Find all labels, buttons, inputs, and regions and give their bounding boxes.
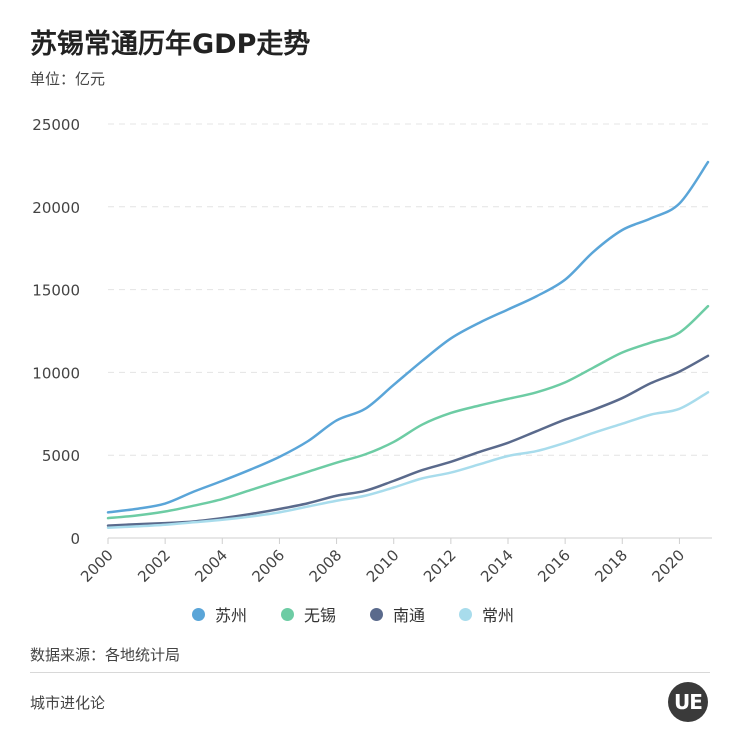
legend-item[interactable]: 无锡 bbox=[280, 602, 336, 626]
legend-marker bbox=[191, 607, 205, 621]
series-line-常州 bbox=[106, 391, 710, 529]
series-line-无锡 bbox=[106, 304, 710, 520]
footer-divider bbox=[30, 672, 710, 673]
x-tick-label: 2012 bbox=[420, 546, 460, 586]
x-tick-label: 2000 bbox=[77, 546, 117, 586]
ue-logo: UE bbox=[668, 682, 708, 722]
x-tick-label: 2004 bbox=[191, 546, 231, 586]
legend-label: 常州 bbox=[482, 606, 515, 625]
brand-name: 城市进化论 bbox=[30, 694, 106, 712]
legend-label: 苏州 bbox=[214, 606, 247, 625]
y-tick-label: 5000 bbox=[42, 447, 80, 465]
legend-label: 南通 bbox=[393, 606, 426, 625]
chart-title: 苏锡常通历年GDP走势 bbox=[30, 29, 311, 60]
unit-label: 单位：亿元 bbox=[30, 70, 106, 88]
x-tick-label: 2016 bbox=[534, 546, 574, 586]
x-tick-label: 2010 bbox=[363, 546, 403, 586]
x-tick-label: 2018 bbox=[591, 546, 631, 586]
y-tick-label: 0 bbox=[70, 530, 80, 548]
y-tick-label: 10000 bbox=[32, 364, 80, 382]
x-tick-label: 2020 bbox=[649, 546, 689, 586]
x-tick-label: 2006 bbox=[249, 546, 289, 586]
x-tick-label: 2014 bbox=[477, 546, 517, 586]
legend-marker bbox=[370, 607, 383, 621]
y-tick-label: 20000 bbox=[32, 199, 80, 217]
series-line-南通 bbox=[106, 354, 710, 527]
legend-marker bbox=[459, 607, 473, 621]
x-tick-label: 2002 bbox=[134, 546, 174, 586]
legend-item[interactable]: 苏州 bbox=[191, 602, 247, 626]
legend-item[interactable]: 南通 bbox=[370, 602, 425, 626]
legend: 苏州 无锡 南通 常州 bbox=[0, 602, 740, 626]
legend-label: 无锡 bbox=[303, 606, 336, 625]
series-line-苏州 bbox=[106, 160, 710, 514]
data-source: 数据来源：各地统计局 bbox=[30, 646, 181, 664]
y-tick-label: 15000 bbox=[32, 282, 80, 300]
x-tick-label: 2008 bbox=[306, 546, 346, 586]
legend-item[interactable]: 常州 bbox=[459, 602, 514, 626]
line-chart: 0 5000 10000 15000 20000 25000 2000 2002 2004 20… bbox=[32, 116, 712, 586]
y-tick-label: 25000 bbox=[32, 116, 80, 134]
legend-marker bbox=[280, 607, 294, 621]
